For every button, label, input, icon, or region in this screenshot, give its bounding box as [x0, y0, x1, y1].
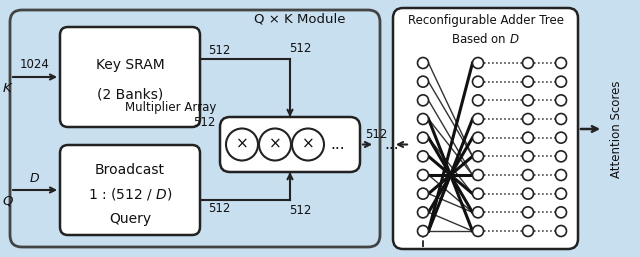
Circle shape: [417, 225, 429, 236]
Circle shape: [472, 132, 483, 143]
Text: 1024: 1024: [20, 59, 50, 71]
Circle shape: [522, 58, 534, 69]
Circle shape: [417, 114, 429, 124]
Circle shape: [417, 76, 429, 87]
Circle shape: [522, 132, 534, 143]
Circle shape: [226, 128, 258, 161]
Circle shape: [522, 76, 534, 87]
Circle shape: [556, 58, 566, 69]
Text: Q × K Module: Q × K Module: [254, 13, 346, 26]
Circle shape: [556, 132, 566, 143]
Circle shape: [556, 76, 566, 87]
Circle shape: [556, 225, 566, 236]
Text: Reconfigurable Adder Tree: Reconfigurable Adder Tree: [408, 14, 563, 27]
Text: $Q$: $Q$: [2, 194, 14, 208]
Circle shape: [556, 207, 566, 218]
Circle shape: [522, 188, 534, 199]
FancyBboxPatch shape: [10, 10, 380, 247]
Text: 512: 512: [208, 43, 230, 57]
Circle shape: [556, 188, 566, 199]
Text: ...: ...: [331, 137, 346, 152]
Text: ×: ×: [236, 137, 248, 152]
FancyBboxPatch shape: [60, 145, 200, 235]
Circle shape: [259, 128, 291, 161]
Text: ×: ×: [269, 137, 282, 152]
Text: Broadcast: Broadcast: [95, 163, 165, 177]
Circle shape: [556, 170, 566, 180]
Circle shape: [292, 128, 324, 161]
Text: Key SRAM: Key SRAM: [95, 58, 164, 72]
Circle shape: [417, 207, 429, 218]
Circle shape: [472, 151, 483, 162]
Circle shape: [417, 188, 429, 199]
Circle shape: [472, 114, 483, 124]
Text: 512: 512: [289, 204, 311, 216]
Circle shape: [522, 95, 534, 106]
Circle shape: [556, 114, 566, 124]
Circle shape: [472, 170, 483, 180]
Text: Multiplier Array: Multiplier Array: [125, 100, 216, 114]
Text: Attention Scores: Attention Scores: [609, 80, 623, 178]
Text: Query: Query: [109, 212, 151, 226]
Text: ×: ×: [301, 137, 314, 152]
Text: ...: ...: [385, 137, 399, 152]
FancyBboxPatch shape: [393, 8, 578, 249]
Circle shape: [522, 170, 534, 180]
Circle shape: [417, 151, 429, 162]
Text: $K$: $K$: [2, 82, 14, 96]
Text: 512: 512: [289, 42, 311, 56]
Text: $D$: $D$: [29, 171, 40, 185]
FancyBboxPatch shape: [60, 27, 200, 127]
Circle shape: [472, 188, 483, 199]
Circle shape: [472, 207, 483, 218]
Circle shape: [522, 225, 534, 236]
Text: Based on $D$: Based on $D$: [451, 32, 520, 46]
Text: (2 Banks): (2 Banks): [97, 88, 163, 102]
Circle shape: [417, 95, 429, 106]
Circle shape: [472, 225, 483, 236]
Circle shape: [522, 114, 534, 124]
Circle shape: [472, 95, 483, 106]
Text: 512: 512: [208, 201, 230, 215]
Circle shape: [472, 76, 483, 87]
Circle shape: [522, 151, 534, 162]
Circle shape: [417, 132, 429, 143]
Circle shape: [556, 151, 566, 162]
Text: 1 : (512 / $D$): 1 : (512 / $D$): [88, 186, 172, 201]
Circle shape: [472, 58, 483, 69]
Circle shape: [522, 207, 534, 218]
FancyBboxPatch shape: [220, 117, 360, 172]
Circle shape: [556, 95, 566, 106]
Circle shape: [417, 58, 429, 69]
Text: 512: 512: [194, 115, 216, 128]
Text: 512: 512: [365, 128, 387, 141]
Circle shape: [417, 170, 429, 180]
